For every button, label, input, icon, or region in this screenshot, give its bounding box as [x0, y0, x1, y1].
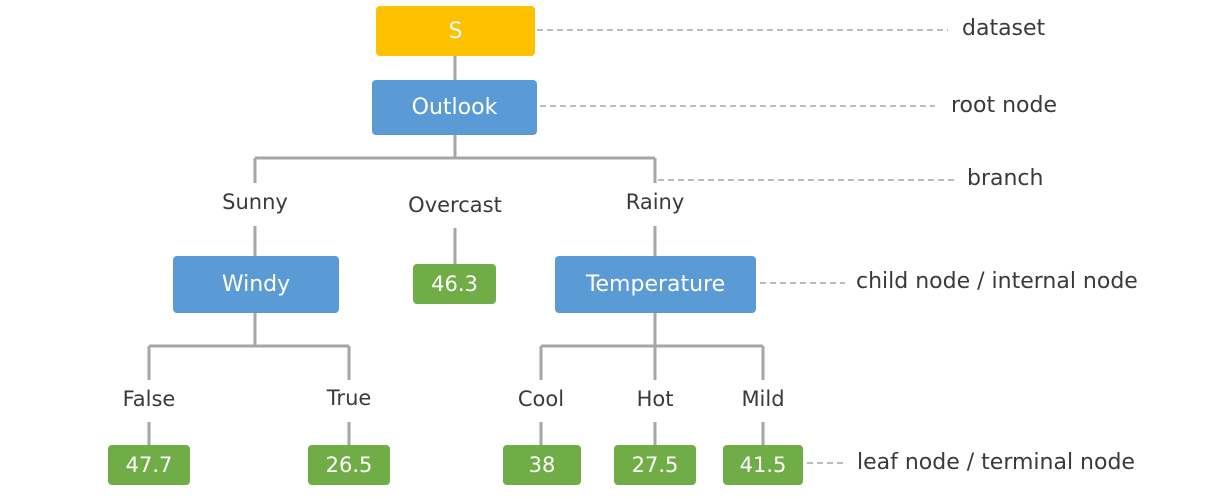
annotation-child-node: child node / internal node [856, 269, 1138, 294]
branch-label-false: False [122, 387, 176, 411]
branch-label-cool: Cool [517, 387, 565, 411]
leaf-node-overcast: 46.3 [413, 264, 496, 304]
internal-node-temperature: Temperature [555, 256, 756, 313]
root-node-outlook: Outlook [372, 80, 537, 135]
leaf-node-true: 26.5 [308, 445, 390, 485]
branch-label-hot: Hot [636, 387, 674, 411]
branch-label-overcast: Overcast [408, 193, 502, 217]
annotation-branch: branch [967, 166, 1044, 191]
branch-label-mild: Mild [741, 387, 785, 411]
branch-label-rainy: Rainy [625, 190, 685, 214]
internal-node-windy: Windy [173, 256, 339, 313]
annotation-leaf-node: leaf node / terminal node [857, 450, 1135, 475]
leaf-node-false: 47.7 [108, 445, 190, 485]
dataset-node: S [376, 6, 535, 56]
branch-label-sunny: Sunny [222, 190, 288, 214]
annotation-dataset: dataset [962, 16, 1046, 41]
annotation-root-node: root node [951, 93, 1058, 118]
leaf-node-mild: 41.5 [723, 445, 803, 485]
leaf-node-cool: 38 [503, 445, 581, 485]
leaf-node-hot: 27.5 [614, 445, 696, 485]
branch-label-true: True [326, 386, 372, 410]
